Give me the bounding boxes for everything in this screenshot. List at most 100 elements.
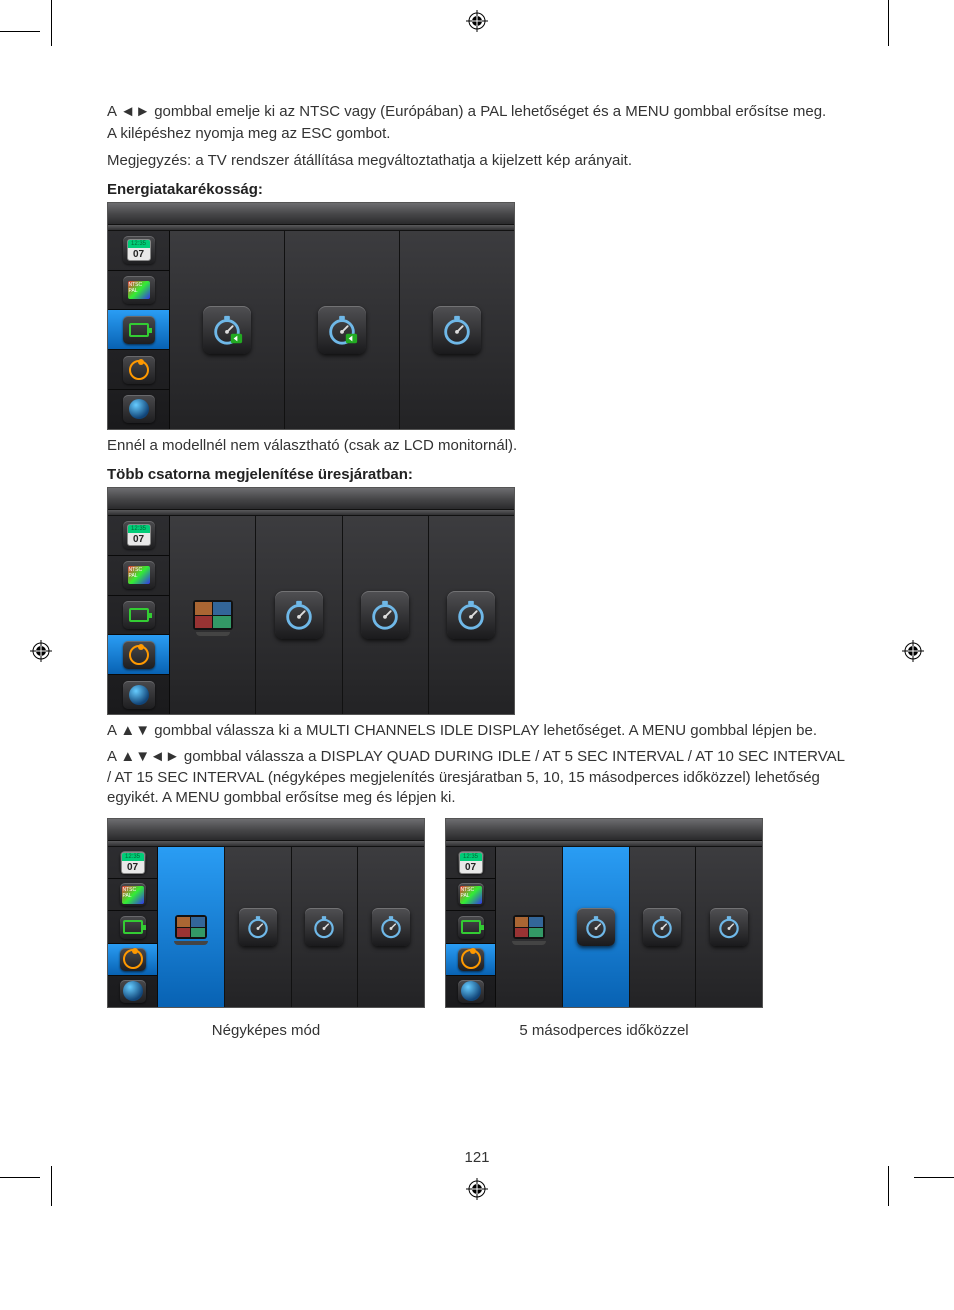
option-quad0[interactable] (170, 516, 256, 714)
option-timer2[interactable] (400, 231, 514, 429)
quad-icon (189, 591, 237, 639)
sidebar-item-orbit[interactable] (108, 944, 157, 976)
section-heading: Energiatakarékosság: (107, 181, 847, 198)
option-timer2[interactable] (630, 847, 697, 1007)
sidebar-item-globe[interactable] (446, 976, 495, 1007)
paragraph: A ◄► gombbal emelje ki az NTSC vagy (Eur… (107, 102, 847, 122)
menu-sidebar: 12:3507 (446, 847, 496, 1007)
registration-mark-icon (466, 10, 488, 32)
sidebar-item-ntsc-pal[interactable] (446, 879, 495, 911)
screenshot-caption: 5 másodperces időközzel (519, 1022, 688, 1039)
options-area (170, 231, 514, 429)
sidebar-item-battery[interactable] (108, 596, 169, 636)
battery-icon (458, 916, 484, 939)
sidebar-item-battery[interactable] (446, 911, 495, 943)
timer-icon (239, 908, 277, 946)
ntsc-pal-icon (123, 276, 155, 304)
option-timer2[interactable] (292, 847, 359, 1007)
calendar-icon: 12:3507 (458, 851, 484, 874)
paragraph: Ennél a modellnél nem választható (csak … (107, 436, 847, 456)
paragraph: A ▲▼◄► gombbal válassza a DISPLAY QUAD D… (107, 747, 847, 808)
timer-icon (305, 908, 343, 946)
sidebar-item-orbit[interactable] (108, 350, 169, 390)
paragraph: A ▲▼ gombbal válassza ki a MULTI CHANNEL… (107, 721, 847, 741)
globe-icon (458, 980, 484, 1003)
options-area (170, 516, 514, 714)
orbit-icon (123, 641, 155, 669)
timer-icon (372, 908, 410, 946)
sidebar-item-calendar[interactable]: 12:3507 (108, 847, 157, 879)
sidebar-item-ntsc-pal[interactable] (108, 556, 169, 596)
screenshot-pair: 12:3507 Négyképes mód 12:3507 5 másodper… (107, 814, 847, 1039)
sidebar-item-orbit[interactable] (446, 944, 495, 976)
sidebar-item-battery[interactable] (108, 310, 169, 350)
sidebar-item-globe[interactable] (108, 390, 169, 429)
timer-icon (643, 908, 681, 946)
option-timer3[interactable] (429, 516, 514, 714)
ntsc-pal-icon (123, 561, 155, 589)
page-content: A ◄► gombbal emelje ki az NTSC vagy (Eur… (107, 20, 847, 1166)
crop-mark (888, 0, 889, 46)
sidebar-item-calendar[interactable]: 12:3507 (108, 231, 169, 271)
sidebar-item-calendar[interactable]: 12:3507 (446, 847, 495, 879)
crop-mark (0, 1177, 40, 1178)
option-timer1[interactable] (256, 516, 342, 714)
sidebar-item-ntsc-pal[interactable] (108, 271, 169, 311)
option-quad0[interactable] (158, 847, 225, 1007)
calendar-icon: 12:3507 (120, 851, 146, 874)
screenshot-titlebar (446, 819, 762, 841)
globe-icon (120, 980, 146, 1003)
orbit-icon (458, 948, 484, 971)
crop-mark (51, 0, 52, 46)
section-heading: Több csatorna megjelenítése üresjáratban… (107, 466, 847, 483)
sidebar-item-battery[interactable] (108, 911, 157, 943)
sidebar-item-globe[interactable] (108, 976, 157, 1007)
battery-icon (120, 916, 146, 939)
crop-mark (888, 1166, 889, 1206)
option-timer2[interactable] (343, 516, 429, 714)
registration-mark-icon (30, 640, 52, 662)
option-quad0[interactable] (496, 847, 563, 1007)
globe-icon (123, 681, 155, 709)
crop-mark (914, 1177, 954, 1178)
quad-icon (510, 908, 548, 946)
option-timer3[interactable] (696, 847, 762, 1007)
menu-sidebar: 12:3507 (108, 847, 158, 1007)
screenshot-titlebar (108, 819, 424, 841)
timer-icon (710, 908, 748, 946)
ntsc-pal-icon (458, 883, 484, 906)
paragraph: Megjegyzés: a TV rendszer átállítása meg… (107, 151, 847, 171)
sidebar-item-calendar[interactable]: 12:3507 (108, 516, 169, 556)
paragraph: A kilépéshez nyomja meg az ESC gombot. (107, 124, 847, 144)
timer-icon (275, 591, 323, 639)
crop-mark (51, 1166, 52, 1206)
device-screenshot-5sec-interval: 12:3507 (445, 818, 763, 1008)
option-timer0[interactable] (170, 231, 285, 429)
menu-sidebar: 12:3507 (108, 231, 170, 429)
device-screenshot-quad-mode: 12:3507 (107, 818, 425, 1008)
globe-icon (123, 395, 155, 423)
timer-icon (203, 306, 251, 354)
registration-mark-icon (466, 1178, 488, 1200)
sidebar-item-orbit[interactable] (108, 635, 169, 675)
screenshot-titlebar (108, 203, 514, 225)
orbit-icon (120, 948, 146, 971)
device-screenshot-energy: 12:3507 (107, 202, 515, 430)
sidebar-item-ntsc-pal[interactable] (108, 879, 157, 911)
registration-mark-icon (902, 640, 924, 662)
calendar-icon: 12:3507 (123, 521, 155, 549)
timer-icon (318, 306, 366, 354)
quad-icon (172, 908, 210, 946)
sidebar-item-globe[interactable] (108, 675, 169, 714)
option-timer1[interactable] (285, 231, 400, 429)
timer-icon (433, 306, 481, 354)
option-timer3[interactable] (358, 847, 424, 1007)
options-area (158, 847, 424, 1007)
screenshot-caption: Négyképes mód (212, 1022, 320, 1039)
battery-icon (123, 601, 155, 629)
menu-sidebar: 12:3507 (108, 516, 170, 714)
options-area (496, 847, 762, 1007)
timer-icon (361, 591, 409, 639)
option-timer1[interactable] (225, 847, 292, 1007)
option-timer1[interactable] (563, 847, 630, 1007)
